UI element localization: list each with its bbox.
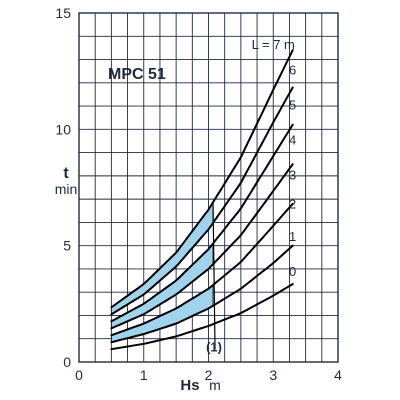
- grid: [78, 12, 339, 363]
- x-tick-labels: 0 1 2 3 4: [75, 367, 342, 383]
- boundary-line: [212, 202, 216, 350]
- y-tick-label: 15: [55, 5, 71, 21]
- curve-line: [110, 49, 294, 309]
- y-tick-label: 10: [55, 121, 71, 137]
- y-axis-label: t: [63, 165, 69, 182]
- y-tick-label: 5: [63, 238, 71, 254]
- curve-label: 4: [289, 132, 296, 147]
- curve-label: L = 7 m: [252, 37, 295, 52]
- x-tick-label: 2: [205, 367, 213, 383]
- x-tick-label: 3: [269, 367, 277, 383]
- y-tick-label: 0: [63, 354, 71, 370]
- curves: [110, 49, 294, 351]
- y-axis-unit: min: [55, 181, 78, 197]
- curve-label: 5: [289, 98, 296, 113]
- curve-line: [110, 244, 294, 344]
- x-tick-label: 1: [140, 367, 148, 383]
- curve-line: [110, 123, 294, 323]
- curve-line: [110, 86, 294, 316]
- curve-label: 1: [289, 229, 296, 244]
- chart-title: MPC 51: [108, 66, 166, 83]
- curve-label: 6: [289, 63, 296, 78]
- curve-line: [110, 202, 294, 337]
- curve-labels: L = 7 m 6 5 4 3 2 1 0: [252, 37, 297, 279]
- plot-frame: [78, 12, 339, 363]
- y-tick-labels: 0 5 10 15: [55, 5, 71, 370]
- x-tick-label: 0: [75, 367, 83, 383]
- boundary-annotation: (1): [206, 340, 222, 355]
- x-axis-label: Hs: [180, 377, 199, 394]
- curve-label: 2: [289, 196, 296, 211]
- curve-line: [110, 283, 294, 351]
- x-axis-unit: m: [209, 377, 221, 393]
- curve-label: 3: [289, 167, 296, 182]
- curve-line: [110, 163, 294, 330]
- curve-label: 0: [289, 264, 296, 279]
- x-tick-label: 4: [334, 367, 342, 383]
